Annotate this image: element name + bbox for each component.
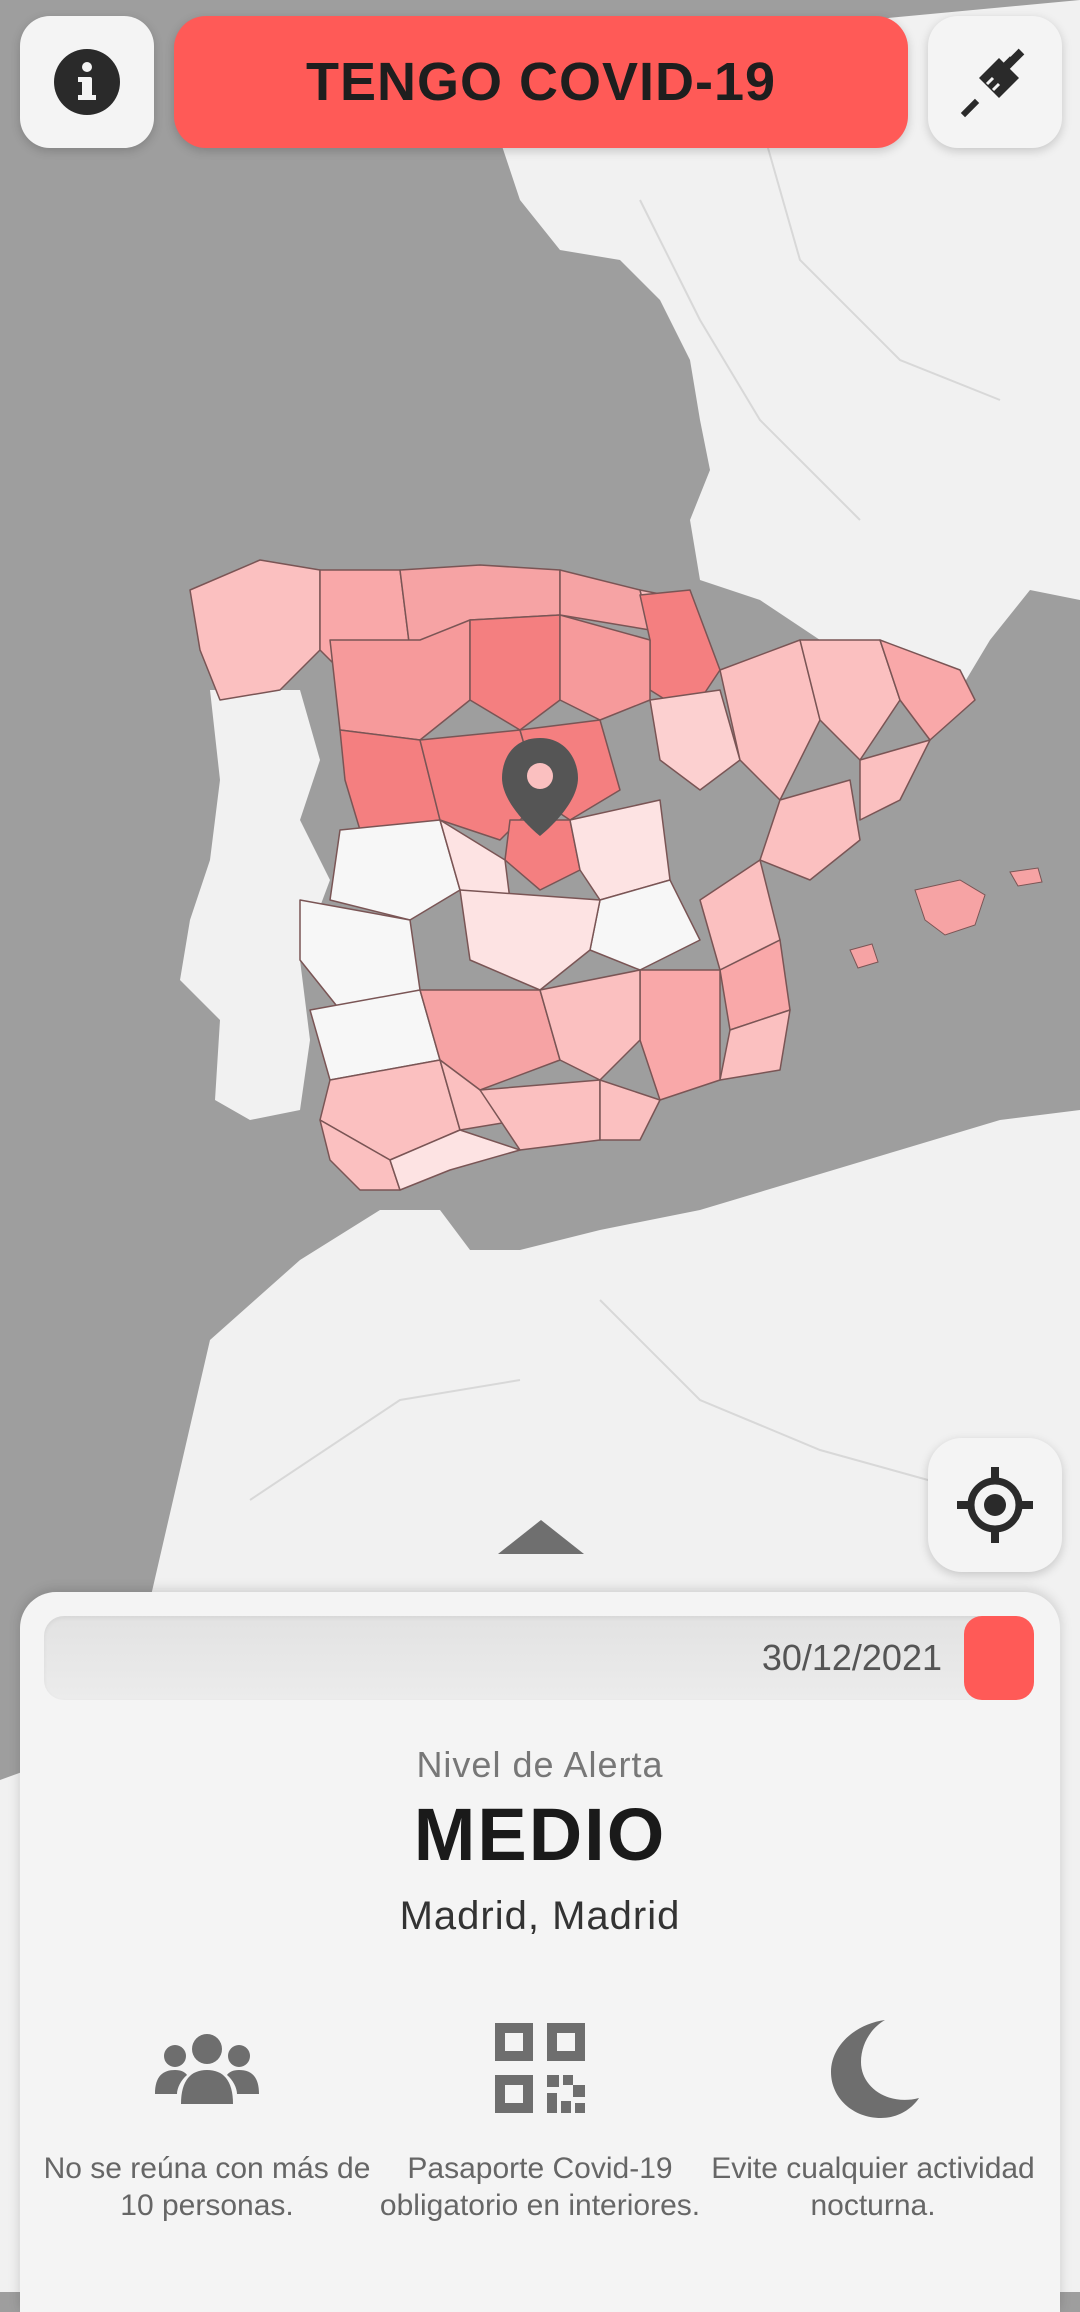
land-menorca bbox=[1009, 867, 1043, 887]
alert-level-value: MEDIO bbox=[413, 1793, 667, 1876]
rule-item: Pasaporte Covid-19 obligatorio en interi… bbox=[375, 2012, 705, 2224]
rule-text: Evite cualquier actividad nocturna. bbox=[711, 2152, 1035, 2222]
rule-text: Pasaporte Covid-19 obligatorio en interi… bbox=[379, 2152, 701, 2222]
locate-button[interactable] bbox=[928, 1438, 1062, 1572]
rule-item: Evite cualquier actividad nocturna. bbox=[708, 2012, 1038, 2224]
rule-text: No se reúna con más de 10 personas. bbox=[43, 2152, 371, 2222]
land-portugal bbox=[180, 690, 330, 1120]
qr-code-icon bbox=[495, 2023, 585, 2113]
alert-level-label: Nivel de Alerta bbox=[416, 1744, 664, 1785]
drawer-handle-icon[interactable] bbox=[498, 1520, 584, 1554]
info-button[interactable] bbox=[20, 16, 154, 148]
covid-report-button[interactable]: TENGO COVID-19 bbox=[174, 16, 908, 148]
land-mallorca bbox=[914, 879, 986, 936]
date-slider-handle[interactable] bbox=[964, 1616, 1034, 1700]
syringe-icon bbox=[960, 48, 1025, 118]
crosshair-icon bbox=[957, 1467, 1033, 1543]
rule-item: No se reúna con más de 10 personas. bbox=[42, 2012, 372, 2224]
land-ibiza bbox=[849, 943, 879, 969]
map-pin-icon bbox=[502, 738, 578, 836]
land-france bbox=[500, 0, 1080, 690]
alert-panel: 30/12/2021 Nivel de Alerta MEDIO Madrid,… bbox=[20, 1592, 1060, 2312]
info-icon bbox=[54, 49, 120, 115]
date-label: 30/12/2021 bbox=[761, 1637, 942, 1678]
vaccine-button[interactable] bbox=[928, 16, 1062, 148]
group-icon bbox=[155, 2034, 259, 2104]
location-label: Madrid, Madrid bbox=[399, 1894, 681, 1938]
moon-icon bbox=[831, 2020, 919, 2118]
date-slider[interactable]: 30/12/2021 bbox=[44, 1616, 1034, 1700]
